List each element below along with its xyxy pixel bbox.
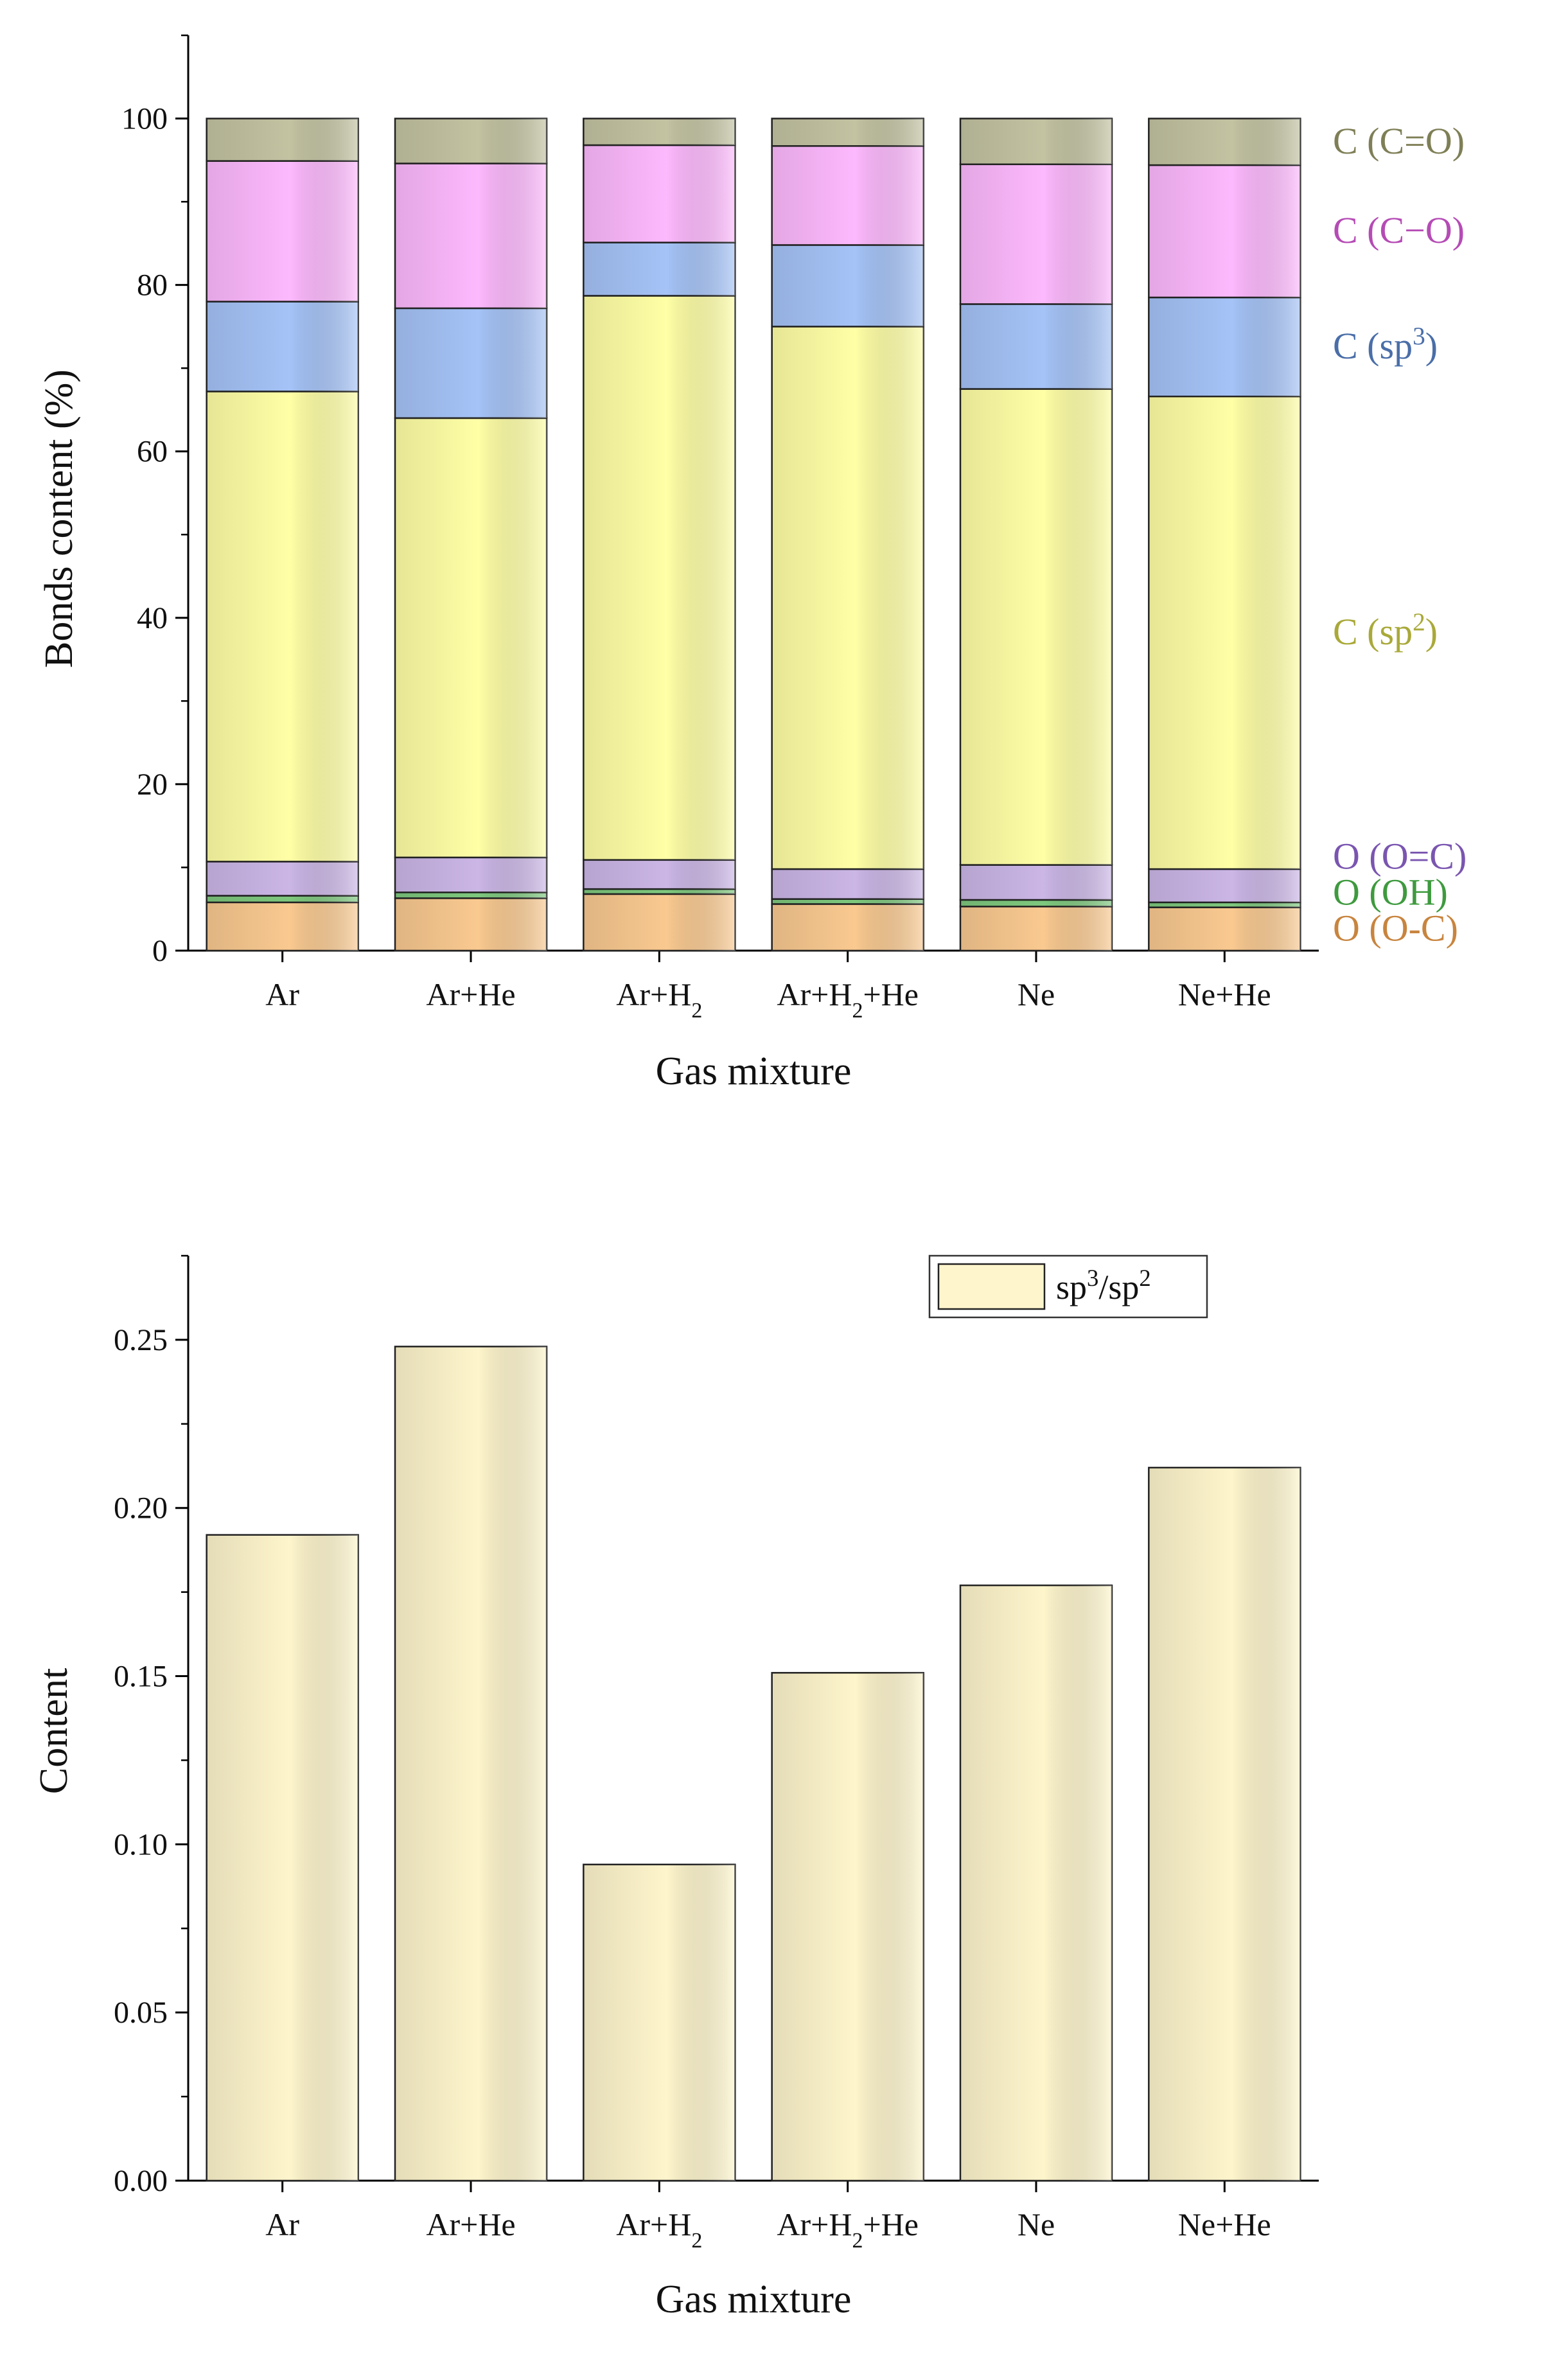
c2-x-tick-label: Ar (265, 2206, 299, 2242)
c1-y-tick-label: 0 (152, 934, 168, 968)
bar-segment-shade (771, 326, 924, 870)
c1-y-tick-label: 20 (137, 768, 168, 802)
series-label-c-c-eq-o: C (C=O) (1333, 120, 1465, 162)
c2-y-tick-label: 0.20 (114, 1491, 168, 1525)
bar-segment-shade (395, 308, 547, 418)
c2-x-tick-label: Ne (1017, 2206, 1055, 2242)
series-label-o-oh: O (OH) (1333, 871, 1448, 913)
bar-segment-shade (583, 242, 736, 296)
series-label-c-sp3: C (sp3) (1333, 322, 1438, 367)
c2-x-tick-label: Ar+H2 (616, 2206, 702, 2253)
c2-legend-swatch (937, 1263, 1046, 1310)
c1-x-tick-label: Ar+He (426, 976, 515, 1012)
bar-segment-shade (960, 118, 1112, 164)
c1-x-tick-label: Ar+H2 (616, 976, 702, 1023)
series-label-o-o-eq-c: O (O=C) (1333, 835, 1467, 877)
bar-segment-shade (583, 893, 736, 951)
c2-x-tick-label: Ar+H2+He (777, 2206, 919, 2253)
bar-segment-shade (960, 304, 1112, 389)
bar-segment-shade (395, 118, 547, 164)
c2-x-tick-label: Ar+He (426, 2206, 515, 2242)
bar-segment-shade (206, 861, 358, 896)
bar-segment-shade (1149, 396, 1301, 870)
c1-y-tick-label: 100 (121, 102, 168, 136)
sp3-sp2-ratio-chart: 0.00 0.05 0.10 0.15 0.20 0.25 Ar Ar+He Ar+H2 Ar+H… (32, 1254, 1319, 2321)
bar-segment-shade (960, 865, 1112, 900)
bar-segment-shade (1149, 869, 1301, 902)
c2-x-tick-label: Ne+He (1178, 2206, 1271, 2242)
bar-segment-shade (771, 245, 924, 327)
ratio-bar-shade (583, 1864, 736, 2181)
ratio-bar-shade (395, 1346, 547, 2181)
bar-segment-shade (395, 418, 547, 857)
bar-segment-shade (206, 895, 358, 902)
c1-x-axis-title: Gas mixture (656, 1050, 852, 1093)
series-label-c-sp2: C (sp2) (1333, 608, 1438, 653)
bar-segment-shade (206, 301, 358, 392)
c1-y-axis-title: Bonds content (%) (37, 369, 81, 668)
series-label-o-o-c: O (O-C) (1333, 907, 1458, 949)
c1-y-tick-label: 80 (137, 268, 168, 303)
c2-legend: sp3/sp2 (928, 1254, 1208, 1319)
ratio-bar-shade (1149, 1467, 1301, 2181)
bar-segment-shade (206, 118, 358, 161)
c2-y-tick-label: 0.15 (114, 1660, 168, 1694)
bar-segment-shade (583, 145, 736, 243)
series-label-c-c-o: C (C−O) (1333, 209, 1465, 251)
bar-segment-shade (771, 899, 924, 904)
bar-segment-shade (960, 164, 1112, 304)
bar-segment-shade (771, 904, 924, 951)
bar-segment-shade (960, 389, 1112, 865)
bar-segment-shade (771, 869, 924, 899)
c2-y-axis-title: Content (32, 1668, 76, 1794)
bar-segment-shade (771, 118, 924, 146)
bar-segment-shade (1149, 297, 1301, 397)
c2-y-tick-label: 0.00 (114, 2164, 168, 2198)
bar-segment-shade (583, 295, 736, 860)
c2-y-tick-label: 0.10 (114, 1827, 168, 1861)
bar-segment-shade (395, 857, 547, 893)
bar-segment-shade (206, 161, 358, 302)
c1-x-tick-label: Ar+H2+He (777, 976, 919, 1023)
bar-segment-shade (395, 892, 547, 899)
bar-segment-shade (395, 898, 547, 951)
bar-segment-shade (583, 889, 736, 894)
c1-x-tick-label: Ne+He (1178, 976, 1271, 1012)
bar-segment-shade (583, 859, 736, 890)
stacked-bonds-chart: 0 20 40 60 80 100 Ar Ar+He Ar+H2 Ar+H2+He Ne Ne+He O… (37, 34, 1467, 1093)
bar-segment-shade (206, 391, 358, 862)
c1-x-tick-label: Ne (1017, 976, 1055, 1012)
ratio-bar-shade (206, 1534, 358, 2181)
bar-segment-shade (1149, 165, 1301, 298)
c1-y-tick-label: 60 (137, 435, 168, 469)
bar-segment-shade (395, 163, 547, 308)
c2-y-tick-label: 0.05 (114, 1996, 168, 2030)
ratio-bar-shade (960, 1585, 1112, 2181)
c2-legend-label: sp3/sp2 (1056, 1265, 1151, 1307)
c2-x-axis-title: Gas mixture (656, 2278, 852, 2321)
bar-segment-shade (771, 146, 924, 245)
bar-segment-shade (206, 902, 358, 951)
bar-segment-shade (1149, 902, 1301, 908)
c1-y-tick-label: 40 (137, 601, 168, 635)
c2-y-tick-label: 0.25 (114, 1323, 168, 1357)
bar-segment-shade (960, 906, 1112, 951)
c1-x-tick-label: Ar (265, 976, 299, 1012)
bar-segment-shade (960, 899, 1112, 907)
ratio-bar-shade (771, 1673, 924, 2181)
bar-segment-shade (583, 118, 736, 145)
bar-segment-shade (1149, 118, 1301, 166)
bar-segment-shade (1149, 907, 1301, 951)
